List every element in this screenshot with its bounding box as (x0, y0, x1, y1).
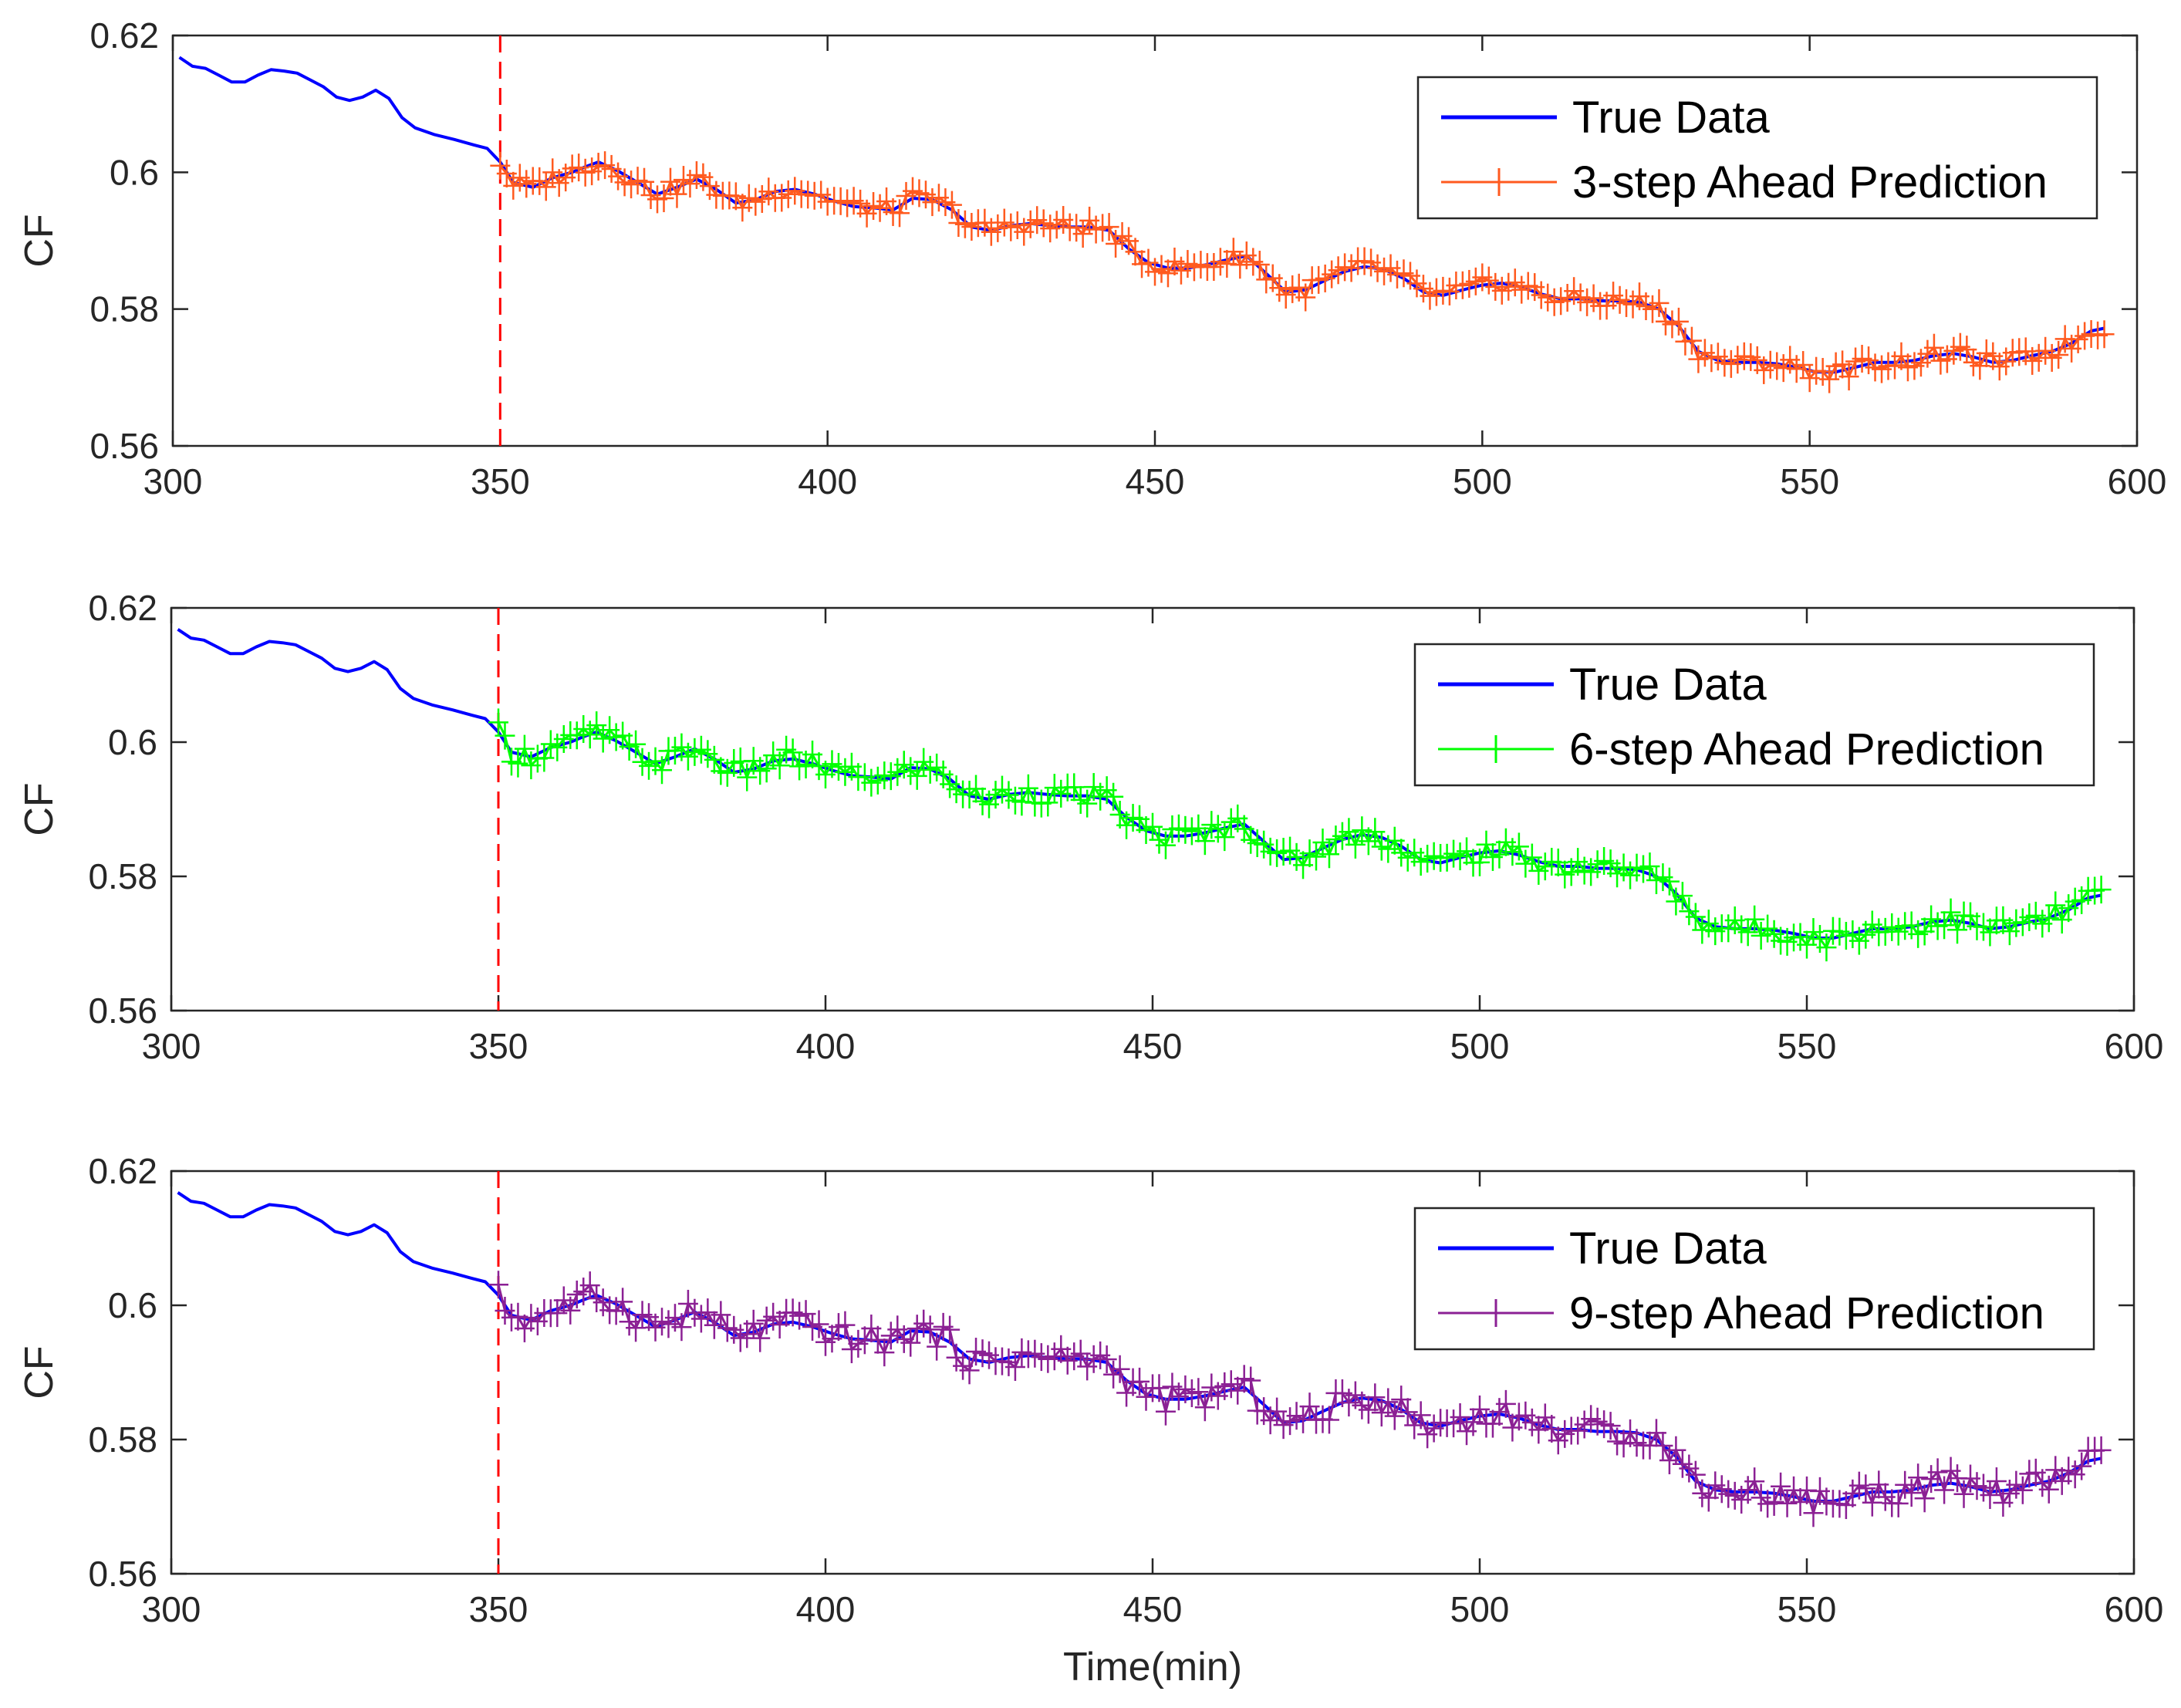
legend-pred-label: 9-step Ahead Prediction (1569, 1288, 2044, 1338)
x-tick-label: 600 (2105, 1589, 2164, 1629)
x-tick-label: 550 (1778, 1589, 1837, 1629)
x-tick-label: 450 (1126, 461, 1185, 501)
x-tick-label: 550 (1778, 1026, 1837, 1066)
y-tick-label: 0.6 (108, 722, 157, 762)
legend-true-label: True Data (1572, 93, 1770, 143)
x-tick-label: 350 (471, 461, 530, 501)
x-tick-label: 350 (469, 1589, 528, 1629)
x-tick-label: 500 (1450, 1026, 1510, 1066)
x-tick-label: 400 (796, 1026, 856, 1066)
panel-9-step: 300 350 400 450 500 550 600 0.56 0.58 0.6 0.62 CF Ti… (17, 1151, 2163, 1689)
y-axis-label: CF (17, 214, 62, 267)
x-tick-label: 400 (796, 1589, 856, 1629)
x-tick-label: 350 (469, 1026, 528, 1066)
y-tick-label: 0.62 (89, 15, 159, 56)
legend-box (1413, 643, 2095, 787)
y-tick-label: 0.56 (88, 1554, 157, 1594)
y-tick-label: 0.6 (108, 1285, 157, 1325)
x-tick-label: 300 (143, 461, 203, 501)
y-tick-label: 0.58 (88, 1419, 157, 1460)
x-tick-label: 300 (142, 1589, 201, 1629)
y-tick-label: 0.56 (88, 991, 157, 1031)
x-tick-label: 450 (1123, 1589, 1183, 1629)
x-tick-label: 500 (1450, 1589, 1510, 1629)
y-tick-label: 0.56 (89, 426, 159, 466)
x-tick-label: 550 (1780, 461, 1839, 501)
x-axis-label: Time(min) (1063, 1645, 1242, 1689)
x-tick-label: 450 (1123, 1026, 1183, 1066)
y-tick-label: 0.58 (89, 289, 159, 329)
x-tick-label: 600 (2105, 1026, 2164, 1066)
x-tick-label: 500 (1453, 461, 1512, 501)
legend-box (1416, 76, 2098, 220)
x-tick-label: 300 (142, 1026, 201, 1066)
panel-6-step: 300 350 400 450 500 550 600 0.56 0.58 0.6 0.62 CF Tr… (17, 588, 2163, 1066)
legend-box (1413, 1207, 2095, 1351)
y-tick-label: 0.62 (88, 588, 157, 628)
y-tick-label: 0.6 (110, 152, 159, 192)
y-axis-label: CF (17, 1345, 62, 1399)
y-axis-label: CF (17, 782, 62, 835)
legend-true-label: True Data (1569, 1224, 1767, 1274)
legend-pred-label: 6-step Ahead Prediction (1569, 724, 2044, 775)
prediction-line (499, 164, 2105, 382)
prediction-line (497, 721, 2102, 950)
legend-true-label: True Data (1569, 660, 1767, 710)
y-tick-label: 0.62 (88, 1151, 157, 1191)
x-tick-label: 600 (2108, 461, 2167, 501)
prediction-line (497, 1283, 2102, 1517)
x-tick-label: 400 (798, 461, 857, 501)
legend-pred-label: 3-step Ahead Prediction (1572, 157, 2048, 208)
y-tick-label: 0.58 (88, 856, 157, 896)
panel-3-step: 300 350 400 450 500 550 600 0.56 0.58 0.6 0.62 CF Tr… (17, 15, 2166, 501)
